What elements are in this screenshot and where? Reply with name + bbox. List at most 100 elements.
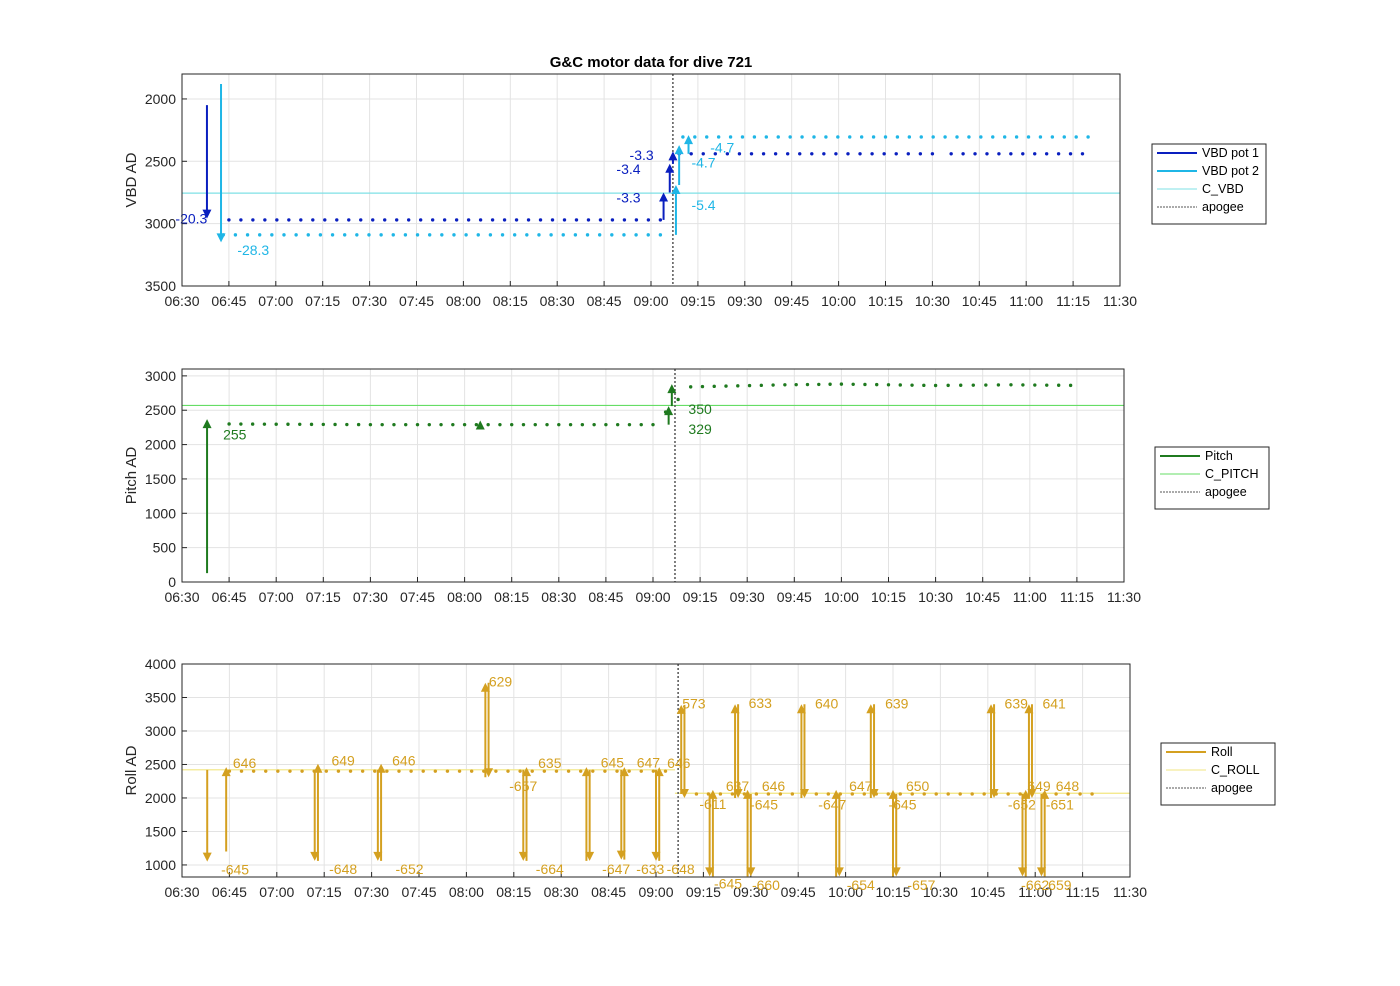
panel-1: 06:30 06:45 07:00 07:15 07:30 07:45 08:00 08:15… xyxy=(123,73,1267,309)
arrow-head xyxy=(834,867,844,877)
x-tick-label: 09:15 xyxy=(683,589,718,605)
x-tick-label: 11:00 xyxy=(1013,589,1047,605)
data-point xyxy=(736,384,740,388)
data-point xyxy=(1021,152,1025,156)
data-point xyxy=(321,422,325,427)
data-point xyxy=(385,769,389,773)
data-point xyxy=(394,218,399,222)
y-tick-label: 2500 xyxy=(145,756,176,772)
data-label: 646 xyxy=(233,755,257,771)
data-point xyxy=(859,135,864,139)
data-point xyxy=(846,152,850,156)
data-point xyxy=(749,152,754,156)
data-point xyxy=(469,769,474,773)
data-point xyxy=(311,218,315,222)
y-tick-label: 1500 xyxy=(145,823,176,839)
data-point xyxy=(1045,383,1049,387)
data-point xyxy=(1062,135,1066,139)
y-tick-label: 4000 xyxy=(145,656,176,672)
data-point xyxy=(561,233,565,237)
data-point xyxy=(345,422,349,427)
legend-box xyxy=(1154,446,1270,510)
data-point xyxy=(646,218,651,222)
x-tick-label: 08:15 xyxy=(496,884,531,900)
data-label: 637 xyxy=(726,778,750,794)
data-label: -645 xyxy=(221,862,249,878)
data-point xyxy=(542,769,547,773)
data-label: -654 xyxy=(847,877,875,893)
y-tick-label: 2000 xyxy=(145,437,176,453)
data-label: -611 xyxy=(699,796,726,812)
data-label: 646 xyxy=(762,778,786,794)
arrow-head xyxy=(202,209,212,219)
arrow-head xyxy=(708,789,718,799)
x-tick-label: 09:30 xyxy=(727,293,762,309)
x-tick-label: 11:30 xyxy=(1103,293,1137,309)
arrow-head xyxy=(654,767,664,777)
data-point xyxy=(862,792,866,796)
data-point xyxy=(1090,792,1094,796)
data-point xyxy=(785,152,790,156)
x-tick-label: 08:15 xyxy=(493,293,528,309)
y-tick-label: 1500 xyxy=(145,471,176,487)
data-point xyxy=(309,422,314,427)
data-point xyxy=(919,135,923,139)
plot-content xyxy=(182,74,1120,286)
data-point xyxy=(299,218,303,222)
y-tick-label: 500 xyxy=(153,540,177,556)
data-point xyxy=(634,233,638,237)
data-point xyxy=(812,135,816,139)
arrow-head xyxy=(1027,788,1037,798)
data-point xyxy=(263,218,267,222)
data-point xyxy=(367,233,371,237)
data-point xyxy=(415,422,420,427)
data-point xyxy=(356,422,361,427)
data-point xyxy=(1050,135,1055,139)
data-point xyxy=(347,218,351,222)
data-point xyxy=(634,218,639,222)
y-tick-label: 3500 xyxy=(145,278,176,294)
data-point xyxy=(883,135,888,139)
data-label: -645 xyxy=(888,797,916,813)
data-label: -648 xyxy=(329,861,357,877)
data-point xyxy=(910,792,914,796)
data-point xyxy=(1078,792,1082,796)
data-label: -4.7 xyxy=(710,140,734,156)
data-point xyxy=(533,422,537,427)
data-point xyxy=(910,383,914,387)
data-point xyxy=(233,233,238,237)
x-tick-label: 11:00 xyxy=(1018,884,1052,900)
x-tick-label: 08:45 xyxy=(587,293,622,309)
x-tick-label: 08:00 xyxy=(446,293,481,309)
data-label: -647 xyxy=(602,861,630,877)
data-point xyxy=(409,769,413,773)
data-point xyxy=(828,382,832,386)
data-point xyxy=(415,233,420,237)
panel-3: 06:30 06:45 07:00 07:15 07:30 07:45 08:00 08:15… xyxy=(123,656,1276,900)
x-tick-label: 11:30 xyxy=(1107,589,1141,605)
x-tick-label: 10:15 xyxy=(875,884,910,900)
arrow-head xyxy=(668,151,678,161)
data-label: -651 xyxy=(1046,797,1074,813)
data-point xyxy=(1009,383,1013,387)
data-point xyxy=(967,135,971,139)
data-point xyxy=(383,218,387,222)
data-point xyxy=(287,218,291,222)
data-point xyxy=(1074,135,1078,139)
x-tick-label: 09:00 xyxy=(635,589,670,605)
data-point xyxy=(814,792,819,796)
x-tick-label: 08:30 xyxy=(540,293,575,309)
data-point xyxy=(264,769,268,773)
data-point xyxy=(622,233,626,237)
data-point xyxy=(627,769,631,773)
data-label: -645 xyxy=(750,797,778,813)
data-point xyxy=(728,135,733,139)
data-point xyxy=(943,135,947,139)
x-tick-label: 11:15 xyxy=(1056,293,1090,309)
data-point xyxy=(549,233,553,237)
data-point xyxy=(433,769,438,773)
data-point xyxy=(251,769,256,773)
data-point xyxy=(486,422,490,427)
data-point xyxy=(658,233,663,237)
